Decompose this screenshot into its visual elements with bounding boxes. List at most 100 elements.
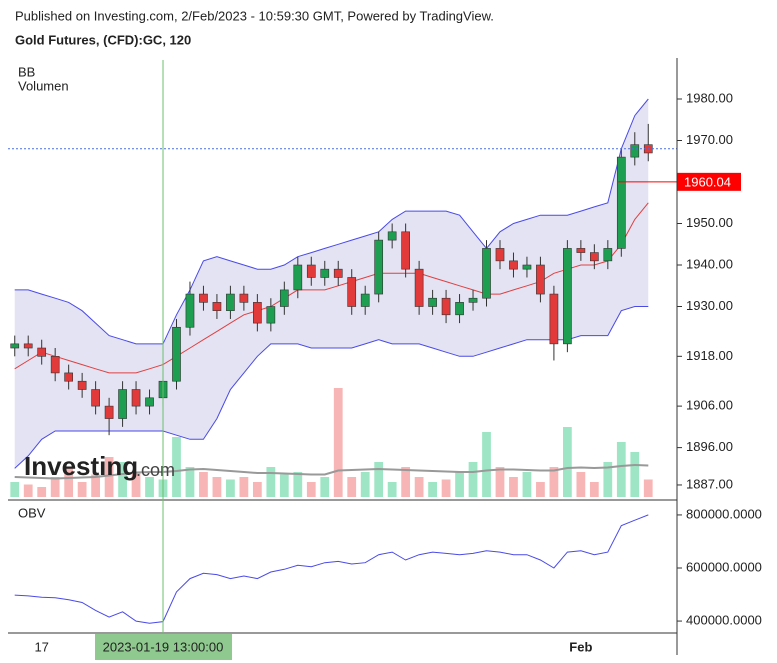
volume-bar [199,472,208,497]
candle-body [77,380,87,390]
volume-bar [293,472,303,497]
legend-obv: OBV [18,505,46,520]
published-note: Published on Investing.com, 2/Feb/2023 -… [15,8,494,23]
volume-bar [589,482,599,497]
bb-lower-line [14,306,649,469]
y-tick-label: 1918.00 [686,348,733,363]
candle-body [576,248,586,253]
volume-bar [91,474,100,497]
volume-bar [603,462,613,497]
candle-body [172,326,181,382]
candle-body [347,277,357,307]
y-tick-label: 1940.00 [686,256,733,271]
volume-bar [643,479,653,497]
volume-bar [172,437,181,497]
volume-bar [387,482,397,497]
candle-body [118,389,127,419]
volume-bar [509,477,518,497]
volume-bar [468,462,478,497]
candle-body [131,389,141,407]
volume-bar [495,467,505,497]
volume-bar [482,432,491,497]
candle-body [91,389,100,407]
x-tick-label: Feb [569,639,592,654]
volume-bar [563,427,572,497]
candle-body [50,356,60,374]
y-tick-label: 1980.00 [686,90,733,105]
obv-pane: 800000.0000 600000.0000 400000.0000 OBV [14,505,762,627]
candle-body [468,297,478,303]
volume-bar [616,442,626,497]
candle-body [239,293,249,303]
volume-bar [306,482,316,497]
volume-ma-line [14,463,649,480]
y-tick-label: 1896.00 [686,439,733,454]
candle-body [495,248,505,262]
candle-body [333,268,343,278]
volume-bar [37,487,47,497]
candle-body [401,231,410,270]
candle-body [199,293,208,303]
volume-bar [347,477,357,497]
price-pane: 1960.04 1980.00 1970.00 1950.00 1940.00 1930.… [8,64,741,497]
y-tick-label: 400000.0000 [686,612,762,627]
y-tick-label: 1887.00 [686,476,733,491]
volume-bar [536,482,545,497]
volume-bar [23,484,33,497]
volume-bar [414,477,424,497]
y-tick-label: 600000.0000 [686,559,762,574]
volume-bar [428,482,437,497]
candle-body [64,372,74,382]
volume-bar [549,467,559,497]
legend-bb: BB [18,64,35,79]
bb-upper-line [14,98,649,345]
candle-body [293,264,303,291]
candle-body [104,405,114,419]
candle-body [226,293,235,311]
volume-bar [104,457,114,497]
volume-bar [630,452,640,497]
volume-bar [455,472,464,497]
obv-line [14,514,649,624]
volume-bar [333,388,343,497]
instrument-title: Gold Futures, (CFD):GC, 120 [15,32,191,47]
volume-bar [279,474,289,497]
y-tick-label: 1930.00 [686,298,733,313]
legend-volume: Volumen [18,78,69,93]
volume-bar [10,482,20,497]
volume-bar [320,477,330,497]
x-tick-label: 17 [34,639,48,654]
volume-bar [252,482,262,497]
candle-body [23,343,33,349]
candle-body [360,293,370,307]
candle-body [603,248,613,262]
candle-body [441,297,451,316]
candle-body [563,248,572,345]
volume-bar [360,472,370,497]
y-tick-label: 1950.00 [686,215,733,230]
candle-body [428,297,437,307]
volume-bar [185,467,195,497]
volume-bar [239,477,249,497]
candle-body [482,248,491,299]
candle-body [212,302,222,311]
watermark: Investing [24,451,138,481]
candle-body [387,231,397,241]
candle-body [589,252,599,262]
y-tick-label: 800000.0000 [686,506,762,521]
basis-label: 1960.04 [684,174,731,189]
candle-body [266,306,276,324]
volume-bar [50,477,60,497]
candle-body [185,293,195,328]
volume-bar [77,482,87,497]
candle-body [455,302,464,316]
watermark-suffix: .com [136,460,175,480]
volume-bar [266,467,276,497]
candle-body [253,302,262,324]
candle-body [306,264,316,278]
candle-body [37,347,47,357]
crosshair-label: 2023-01-19 13:00:00 [103,639,224,654]
candle-body [10,343,20,349]
volume-bar [131,472,141,497]
